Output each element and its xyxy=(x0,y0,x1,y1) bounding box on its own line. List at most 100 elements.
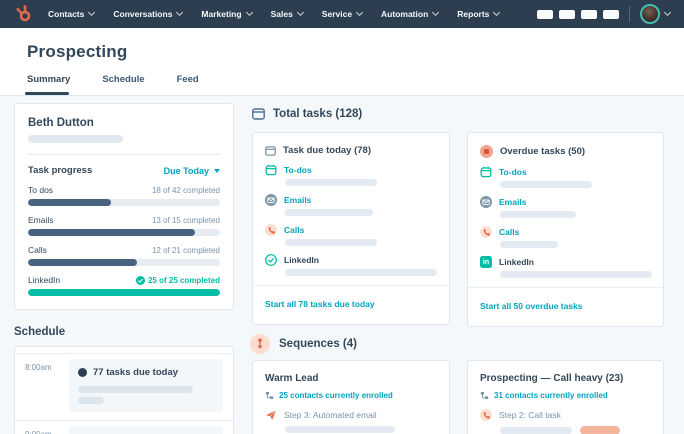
overdue-tasks-card: Overdue tasks (50) To-dos Emails xyxy=(467,132,664,327)
overdue-icon xyxy=(480,145,493,158)
nav-item-service[interactable]: Service xyxy=(321,8,364,19)
card-footer: Start all 78 tasks due today xyxy=(253,285,449,312)
tab-feed[interactable]: Feed xyxy=(176,74,199,85)
content-area: Beth Dutton Task progress Due Today To d… xyxy=(0,96,684,434)
schedule-row-9am: 9:00am Beth <> John xyxy=(15,420,233,434)
due-today-filter[interactable]: Due Today xyxy=(164,166,220,176)
nav-menu: Contacts Conversations Marketing Sales S… xyxy=(48,8,531,19)
task-due-today-card: Task due today (78) To-dos Emails xyxy=(252,132,450,325)
todo-calendar-icon xyxy=(480,166,492,178)
call-icon xyxy=(480,409,492,421)
nav-tool-button[interactable] xyxy=(559,9,575,19)
schedule-event[interactable]: Beth <> John xyxy=(69,426,223,434)
start-overdue-link[interactable]: Start all 50 overdue tasks xyxy=(480,301,583,311)
filter-label: Due Today xyxy=(163,165,209,176)
divider xyxy=(28,154,220,155)
nav-tool-button[interactable] xyxy=(581,9,597,19)
nav-item-label: Reports xyxy=(457,9,490,19)
tab-summary[interactable]: Summary xyxy=(24,74,70,95)
schedule-event[interactable]: 77 tasks due today xyxy=(69,359,223,412)
nav-item-label: Marketing xyxy=(201,9,242,19)
calls-link[interactable]: Calls xyxy=(284,225,305,235)
skeleton-text xyxy=(78,386,193,393)
call-icon xyxy=(265,224,277,236)
nav-item-label: Service xyxy=(321,9,353,19)
progress-row-calls: Calls 12 of 21 completed xyxy=(28,245,220,266)
profile-card: Beth Dutton Task progress Due Today To d… xyxy=(14,103,234,310)
calls-link[interactable]: Calls xyxy=(499,227,520,237)
nav-item-contacts[interactable]: Contacts xyxy=(48,8,96,19)
progress-status: 13 of 15 completed xyxy=(151,215,220,225)
chevron-down-icon xyxy=(176,8,184,17)
sequence-step-label: Step 2: Call task xyxy=(499,410,561,420)
emails-link[interactable]: Emails xyxy=(284,195,312,205)
send-email-icon xyxy=(265,409,277,421)
contact-name: Beth Dutton xyxy=(28,117,94,129)
task-item-todos: To-dos xyxy=(265,164,437,186)
sequences-section-header: Sequences (4) xyxy=(250,334,357,354)
total-tasks-section-header: Total tasks (128) xyxy=(252,108,362,120)
skeleton-text xyxy=(500,241,558,248)
progress-row-linkedin: LinkedIn 25 of 25 completed xyxy=(28,275,220,296)
progress-label: LinkedIn xyxy=(28,275,61,285)
task-item-todos: To-dos xyxy=(480,166,651,188)
enrolled-contacts-icon xyxy=(480,391,489,400)
skeleton-text xyxy=(500,427,572,434)
progress-bar xyxy=(28,199,220,206)
sequence-title: Warm Lead xyxy=(265,373,319,384)
nav-item-automation[interactable]: Automation xyxy=(381,8,440,19)
hubspot-sprocket-icon[interactable] xyxy=(14,4,34,24)
nav-item-marketing[interactable]: Marketing xyxy=(201,8,253,19)
nav-item-reports[interactable]: Reports xyxy=(457,8,501,19)
chevron-down-icon xyxy=(432,8,440,17)
call-icon xyxy=(480,226,492,238)
skeleton-text xyxy=(500,211,576,218)
tab-schedule[interactable]: Schedule xyxy=(102,74,145,85)
skeleton-text xyxy=(285,269,437,276)
progress-label: To dos xyxy=(28,185,54,195)
enrolled-contacts-link[interactable]: 31 contacts currently enrolled xyxy=(494,391,608,400)
task-item-linkedin: LinkedIn xyxy=(265,254,437,276)
chevron-down-icon xyxy=(493,8,501,17)
enrolled-contacts-link[interactable]: 25 contacts currently enrolled xyxy=(279,391,393,400)
nav-item-label: Automation xyxy=(381,9,429,19)
window-icon xyxy=(265,145,276,156)
emails-link[interactable]: Emails xyxy=(499,197,527,207)
start-tasks-link[interactable]: Start all 78 tasks due today xyxy=(265,299,375,309)
email-icon xyxy=(480,196,492,208)
sequence-step-label: Step 3: Automated email xyxy=(284,410,377,420)
nav-item-conversations[interactable]: Conversations xyxy=(113,8,184,19)
sequence-card-call-heavy: Prospecting — Call heavy (23) 31 contact… xyxy=(467,360,664,434)
todos-link[interactable]: To-dos xyxy=(284,165,312,175)
check-circle-icon xyxy=(265,254,277,266)
page-header: Prospecting Summary Schedule Feed xyxy=(0,28,684,96)
chevron-down-icon xyxy=(88,8,96,17)
progress-status: 12 of 21 completed xyxy=(151,245,220,255)
nav-item-sales[interactable]: Sales xyxy=(271,8,304,19)
progress-status-complete: 25 of 25 completed xyxy=(135,275,220,285)
chevron-down-icon xyxy=(356,8,364,17)
progress-bar xyxy=(28,229,220,236)
progress-row-emails: Emails 13 of 15 completed xyxy=(28,215,220,236)
page-title: Prospecting xyxy=(27,42,128,61)
progress-label: Emails xyxy=(28,215,54,225)
nav-item-label: Contacts xyxy=(48,9,85,19)
card-footer: Start all 50 overdue tasks xyxy=(468,287,663,314)
total-tasks-title: Total tasks (128) xyxy=(273,108,363,120)
progress-status: 18 of 42 completed xyxy=(151,185,220,195)
event-title: 77 tasks due today xyxy=(93,367,179,378)
skeleton-text xyxy=(285,209,373,216)
skeleton-text xyxy=(285,239,377,246)
task-item-calls: Calls xyxy=(480,226,651,248)
progress-bar xyxy=(28,289,220,296)
linkedin-label: LinkedIn xyxy=(499,257,534,267)
task-item-calls: Calls xyxy=(265,224,437,246)
progress-status-text: 25 of 25 completed xyxy=(147,275,220,285)
chevron-down-icon[interactable] xyxy=(663,8,672,17)
todos-link[interactable]: To-dos xyxy=(499,167,527,177)
nav-tool-button[interactable] xyxy=(537,9,553,19)
nav-utilities xyxy=(531,4,672,24)
avatar[interactable] xyxy=(640,4,660,24)
nav-tool-button[interactable] xyxy=(603,9,619,19)
